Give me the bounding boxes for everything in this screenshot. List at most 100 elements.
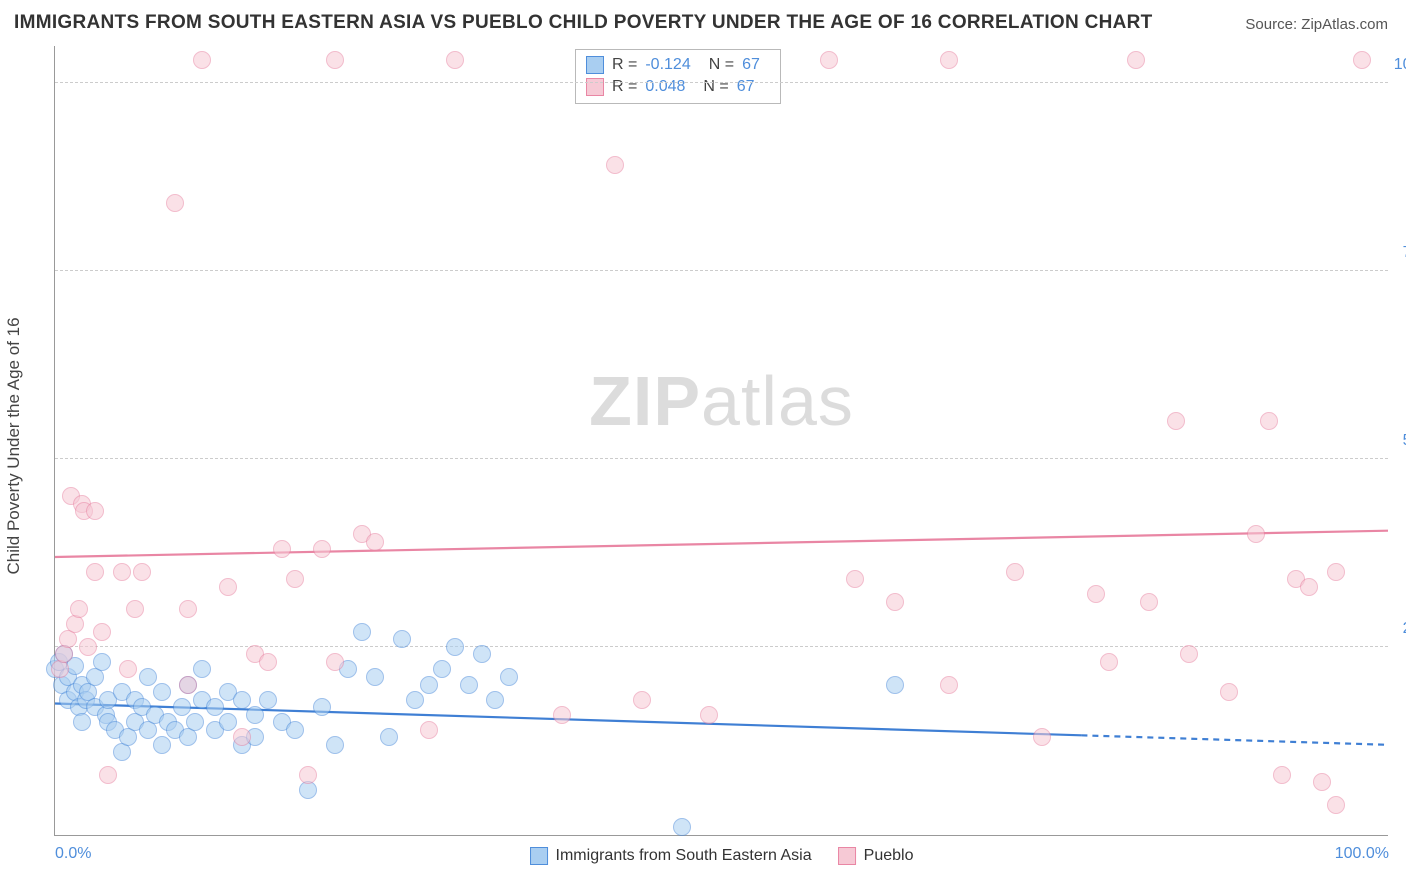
scatter-point [113, 563, 131, 581]
scatter-point [153, 736, 171, 754]
x-tick-label: 100.0% [1335, 845, 1389, 863]
scatter-point [820, 51, 838, 69]
scatter-point [446, 51, 464, 69]
scatter-point [940, 676, 958, 694]
scatter-point [273, 540, 291, 558]
y-tick-label: 25.0% [1393, 620, 1406, 638]
scatter-point [406, 691, 424, 709]
watermark: ZIPatlas [589, 361, 854, 441]
scatter-point [1247, 525, 1265, 543]
scatter-point [460, 676, 478, 694]
chart-title: IMMIGRANTS FROM SOUTH EASTERN ASIA VS PU… [14, 12, 1153, 34]
scatter-point [70, 600, 88, 618]
source-value: ZipAtlas.com [1301, 16, 1388, 33]
scatter-point [313, 698, 331, 716]
stat-n-label: N = [703, 76, 728, 98]
legend-label: Pueblo [864, 847, 914, 865]
scatter-point [380, 728, 398, 746]
scatter-point [486, 691, 504, 709]
scatter-point [700, 706, 718, 724]
scatter-point [1300, 578, 1318, 596]
series-swatch [586, 56, 604, 74]
scatter-point [473, 645, 491, 663]
legend: Immigrants from South Eastern Asia Pueblo [530, 847, 914, 865]
scatter-point [1100, 653, 1118, 671]
scatter-point [51, 660, 69, 678]
scatter-point [500, 668, 518, 686]
scatter-point [886, 676, 904, 694]
source-attribution: Source: ZipAtlas.com [1245, 16, 1388, 33]
legend-label: Immigrants from South Eastern Asia [556, 847, 812, 865]
scatter-point [55, 645, 73, 663]
scatter-point [259, 691, 277, 709]
scatter-point [126, 600, 144, 618]
scatter-point [606, 156, 624, 174]
scatter-point [119, 660, 137, 678]
scatter-point [93, 623, 111, 641]
scatter-point [1353, 51, 1371, 69]
scatter-point [1327, 796, 1345, 814]
scatter-point [286, 721, 304, 739]
scatter-point [86, 563, 104, 581]
gridline [55, 82, 1388, 83]
scatter-point [433, 660, 451, 678]
legend-swatch [838, 847, 856, 865]
legend-item: Pueblo [838, 847, 914, 865]
scatter-point [286, 570, 304, 588]
scatter-point [193, 51, 211, 69]
scatter-point [673, 818, 691, 836]
scatter-point [86, 502, 104, 520]
scatter-point [233, 691, 251, 709]
y-tick-label: 75.0% [1393, 244, 1406, 262]
scatter-point [299, 766, 317, 784]
stat-n-label: N = [709, 54, 734, 76]
scatter-point [79, 638, 97, 656]
scatter-point [219, 713, 237, 731]
scatter-point [1220, 683, 1238, 701]
scatter-point [1327, 563, 1345, 581]
scatter-point [153, 683, 171, 701]
scatter-point [233, 728, 251, 746]
stat-r-value: -0.124 [645, 54, 690, 76]
x-tick-label: 0.0% [55, 845, 91, 863]
source-label: Source: [1245, 16, 1301, 33]
scatter-point [186, 713, 204, 731]
chart-plot-area: ZIPatlas R =-0.124N =67R =0.048N =67 Imm… [54, 46, 1388, 836]
y-tick-label: 100.0% [1393, 56, 1406, 74]
scatter-point [1313, 773, 1331, 791]
scatter-point [73, 713, 91, 731]
scatter-point [1140, 593, 1158, 611]
scatter-point [179, 676, 197, 694]
stat-r-value: 0.048 [645, 76, 685, 98]
scatter-point [940, 51, 958, 69]
watermark-bold: ZIP [589, 362, 701, 440]
scatter-point [1033, 728, 1051, 746]
scatter-point [313, 540, 331, 558]
stat-r-label: R = [612, 76, 637, 98]
watermark-rest: atlas [701, 362, 854, 440]
scatter-point [179, 600, 197, 618]
scatter-point [633, 691, 651, 709]
y-axis-title: Child Poverty Under the Age of 16 [4, 317, 24, 574]
stat-n-value: 67 [742, 54, 760, 76]
scatter-point [1260, 412, 1278, 430]
scatter-point [366, 533, 384, 551]
scatter-point [99, 766, 117, 784]
scatter-point [326, 653, 344, 671]
scatter-point [93, 653, 111, 671]
scatter-point [139, 668, 157, 686]
scatter-point [326, 736, 344, 754]
scatter-point [1087, 585, 1105, 603]
scatter-point [173, 698, 191, 716]
scatter-point [1127, 51, 1145, 69]
scatter-point [1167, 412, 1185, 430]
scatter-point [219, 578, 237, 596]
legend-item: Immigrants from South Eastern Asia [530, 847, 812, 865]
scatter-point [66, 615, 84, 633]
scatter-point [446, 638, 464, 656]
scatter-point [326, 51, 344, 69]
gridline [55, 270, 1388, 271]
scatter-point [886, 593, 904, 611]
stat-n-value: 67 [737, 76, 755, 98]
scatter-point [353, 623, 371, 641]
